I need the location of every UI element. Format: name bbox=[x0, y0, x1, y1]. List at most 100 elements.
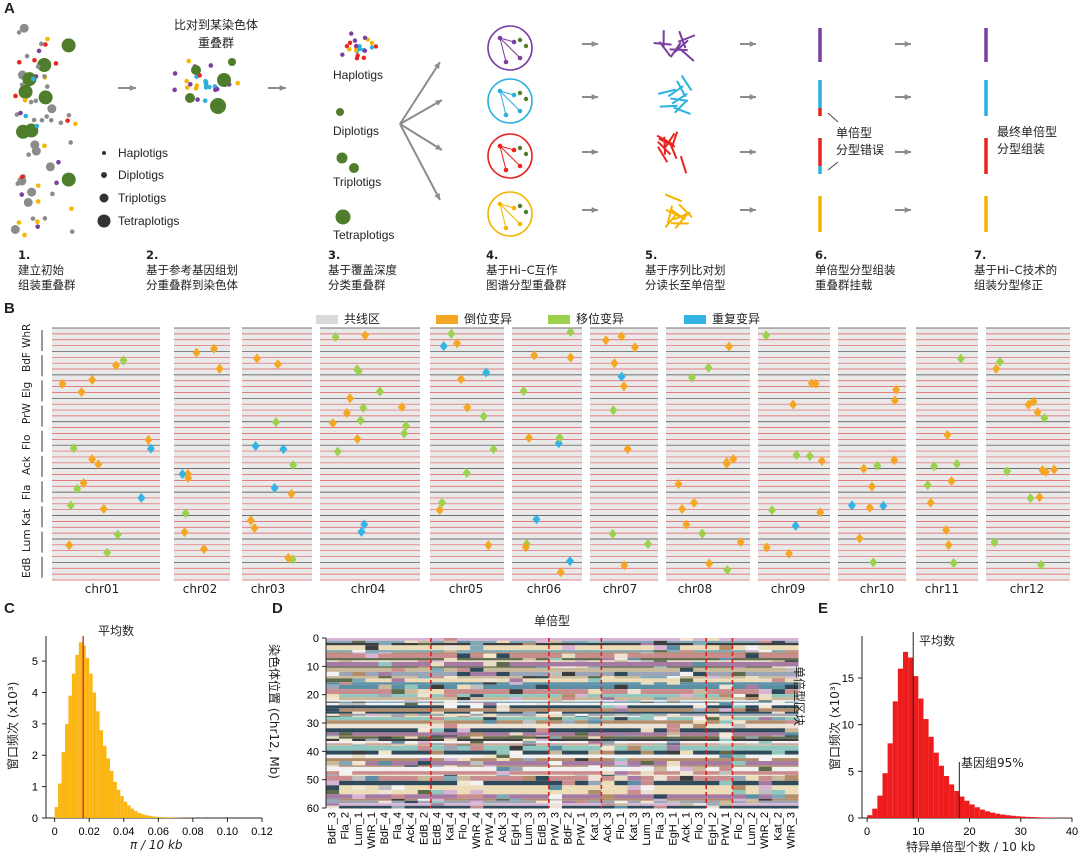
haplotype-block bbox=[326, 694, 340, 698]
haplotype-block bbox=[457, 682, 471, 685]
haplotype-block bbox=[457, 728, 471, 733]
diplotig-dot bbox=[336, 108, 344, 116]
haplotype-block bbox=[365, 771, 379, 775]
variant-mark bbox=[184, 472, 193, 483]
haplotype-block bbox=[430, 658, 445, 661]
haplotype-block bbox=[771, 676, 786, 679]
haplotype-block bbox=[496, 658, 511, 661]
haplotype-block bbox=[614, 794, 629, 799]
haplotype-block bbox=[522, 745, 537, 751]
haplotype-block bbox=[588, 775, 602, 781]
haplotype-block bbox=[470, 638, 484, 641]
haplotype-block bbox=[457, 638, 471, 641]
variant-mark bbox=[178, 469, 187, 480]
haplotype-block bbox=[771, 702, 786, 706]
haplotig-dot bbox=[362, 48, 368, 53]
contig-dot bbox=[33, 98, 39, 104]
haplotype-block bbox=[732, 650, 747, 653]
haplotype-block bbox=[562, 794, 576, 799]
read-segment bbox=[677, 34, 696, 43]
haplotype-block bbox=[771, 678, 786, 683]
contig-dot bbox=[10, 224, 20, 234]
haplotype-block bbox=[404, 666, 419, 668]
haplotype-block bbox=[470, 774, 484, 776]
haplotype-block bbox=[614, 689, 629, 695]
haplotype-block bbox=[614, 643, 629, 646]
haplotype-block bbox=[483, 720, 497, 724]
haplotype-block bbox=[352, 780, 366, 786]
haplotype-block bbox=[548, 761, 563, 766]
haplotype-block bbox=[758, 761, 773, 766]
haplotype-block bbox=[444, 785, 458, 791]
haplotype-block bbox=[352, 702, 366, 706]
haplotype-block bbox=[391, 705, 406, 709]
haplotype-block bbox=[417, 697, 432, 701]
haplotype-block bbox=[601, 745, 615, 751]
haplotype-block bbox=[653, 708, 668, 712]
haplotype-block bbox=[417, 758, 432, 762]
arrow-head bbox=[435, 100, 442, 106]
variant-mark bbox=[1003, 466, 1012, 477]
haplotype-block bbox=[614, 765, 629, 767]
haplotype-block bbox=[666, 800, 681, 804]
haplotype-block bbox=[640, 794, 655, 799]
contig-dot bbox=[68, 140, 74, 145]
haplotype-block bbox=[365, 766, 379, 772]
contig-dot bbox=[27, 187, 37, 197]
haplotype-block bbox=[693, 765, 707, 767]
haplotype-block bbox=[627, 715, 642, 718]
haplotype-block bbox=[771, 736, 786, 739]
arrow-head bbox=[129, 84, 136, 92]
haplotype-block bbox=[496, 728, 511, 733]
haplotype-block bbox=[535, 640, 550, 644]
haplotype-block bbox=[339, 794, 353, 799]
panel-b-synteny-plot bbox=[41, 327, 1070, 581]
haplotype-block bbox=[627, 774, 642, 776]
haplotype-block bbox=[653, 736, 668, 739]
haplotype-block bbox=[640, 800, 655, 804]
haplotype-block bbox=[509, 723, 524, 729]
haplotype-block bbox=[496, 666, 511, 668]
haplotype-block bbox=[771, 705, 786, 709]
haplotype-block bbox=[680, 750, 694, 755]
haplotype-block bbox=[601, 735, 615, 737]
haplotype-block bbox=[732, 702, 747, 706]
haplotype-block bbox=[732, 754, 747, 759]
x-tick-label: 30 bbox=[1015, 826, 1027, 838]
haplotype-block bbox=[365, 645, 379, 651]
haplotype-block bbox=[745, 661, 760, 667]
variant-mark bbox=[251, 441, 260, 452]
haplotype-block bbox=[457, 666, 471, 668]
haplotype-block bbox=[391, 652, 406, 654]
haplotype-block bbox=[470, 775, 484, 781]
haplotype-block bbox=[732, 684, 747, 690]
x-tick-label: Ack_3 bbox=[497, 812, 509, 843]
legend-collinear-swatch bbox=[316, 315, 338, 324]
haplotype-block bbox=[535, 667, 550, 672]
haplotype-block bbox=[640, 736, 655, 739]
haplotype-block bbox=[706, 702, 720, 706]
haplotype-block bbox=[483, 676, 497, 679]
haplotype-block bbox=[693, 708, 707, 712]
top-caption-line-1: 比对到某染色体 bbox=[173, 18, 258, 32]
haplotype-block bbox=[666, 697, 681, 701]
haplotype-block bbox=[588, 720, 602, 724]
haplotype-block bbox=[614, 738, 629, 742]
haplotype-block bbox=[601, 790, 615, 795]
haplotype-block bbox=[732, 794, 747, 799]
hic-link bbox=[499, 145, 521, 167]
haplotype-block bbox=[784, 694, 799, 698]
haplotype-block bbox=[627, 661, 642, 667]
haplotype-block bbox=[470, 711, 484, 714]
haplotype-block bbox=[404, 708, 419, 712]
haplotype-block bbox=[509, 758, 524, 762]
panel-e-xlabel: 特异单倍型个数 / 10 kb bbox=[906, 840, 1036, 854]
haplotype-block bbox=[404, 775, 419, 781]
variant-mark bbox=[353, 364, 362, 375]
x-tick-label: EgH_4 bbox=[510, 812, 522, 846]
haplotype-block bbox=[745, 798, 760, 801]
haplotype-block bbox=[378, 700, 393, 702]
haplotype-block bbox=[509, 667, 524, 672]
variant-mark bbox=[687, 372, 696, 383]
haplotype-block bbox=[653, 638, 668, 641]
